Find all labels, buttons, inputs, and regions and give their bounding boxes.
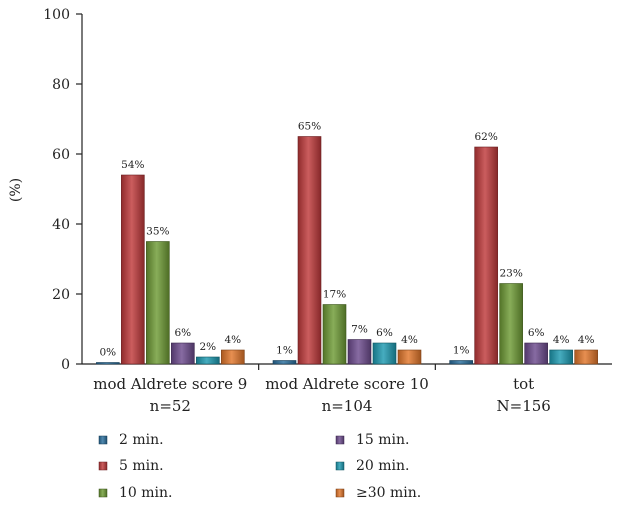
x-ticks [258, 364, 436, 370]
bars [96, 136, 598, 365]
bar [171, 342, 195, 365]
legend-swatch [98, 435, 108, 445]
value-label: 23% [499, 268, 522, 280]
axes: (%) [8, 14, 612, 365]
bar [221, 349, 245, 365]
value-label: 4% [401, 334, 418, 346]
bar [272, 360, 297, 365]
bar [449, 360, 473, 365]
bar [121, 174, 145, 365]
bar [322, 304, 347, 365]
bar [297, 136, 322, 365]
value-label: 0% [99, 347, 116, 359]
legend-swatch [98, 488, 108, 498]
category-labels: mod Aldrete score 9 n=52 mod Aldrete score… [93, 375, 551, 415]
y-ticks: 0 20 40 60 80 100 [43, 7, 82, 373]
category-label: mod Aldrete score 9 [93, 375, 247, 393]
category-sample-size: n=52 [150, 397, 191, 415]
bar [524, 342, 548, 365]
value-label: 54% [121, 159, 144, 171]
value-label: 1% [276, 345, 293, 357]
value-label: 4% [224, 334, 241, 346]
value-label: 35% [146, 226, 169, 238]
bar [499, 283, 523, 365]
legend-label: 10 min. [119, 485, 172, 501]
value-labels: 0% 54% 35% 6% 2% 4% 1% 65% 17% 7% 6% 4% 1% 62% 23% 6% 4%… [99, 121, 594, 359]
value-label: 65% [298, 121, 321, 133]
y-tick-label: 60 [52, 147, 70, 163]
bar [474, 146, 498, 365]
bar [549, 349, 573, 365]
legend-label: ≥30 min. [356, 485, 421, 501]
y-tick-label: 0 [61, 357, 70, 373]
value-label: 7% [351, 324, 368, 336]
bar [574, 349, 598, 365]
category-label: mod Aldrete score 10 [265, 375, 429, 393]
legend-swatch [335, 461, 345, 471]
legend-swatch [335, 435, 345, 445]
legend-label: 5 min. [119, 458, 164, 474]
value-label: 4% [553, 334, 570, 346]
value-label: 6% [528, 327, 545, 339]
legend: 2 min. 5 min. 10 min. 15 min. 20 min. ≥30 min… [98, 432, 421, 501]
y-tick-label: 80 [52, 77, 70, 93]
legend-label: 15 min. [356, 432, 409, 448]
bar [196, 356, 220, 365]
legend-swatch [98, 461, 108, 471]
bar [96, 362, 120, 365]
legend-swatch [335, 488, 345, 498]
value-label: 1% [453, 345, 470, 357]
y-tick-label: 40 [52, 217, 70, 233]
bar [397, 349, 422, 365]
legend-label: 2 min. [119, 432, 164, 448]
value-label: 6% [376, 327, 393, 339]
value-label: 62% [474, 131, 497, 143]
bar [372, 342, 397, 365]
category-sample-size: N=156 [497, 397, 551, 415]
bar [347, 339, 372, 365]
value-label: 17% [323, 289, 346, 301]
bar [146, 241, 170, 365]
value-label: 4% [578, 334, 595, 346]
y-tick-label: 100 [43, 7, 70, 23]
category-sample-size: n=104 [322, 397, 373, 415]
legend-label: 20 min. [356, 458, 409, 474]
value-label: 6% [174, 327, 191, 339]
category-label: tot [513, 375, 534, 393]
y-axis-label: (%) [8, 178, 24, 202]
value-label: 2% [199, 341, 216, 353]
y-tick-label: 20 [52, 287, 70, 303]
